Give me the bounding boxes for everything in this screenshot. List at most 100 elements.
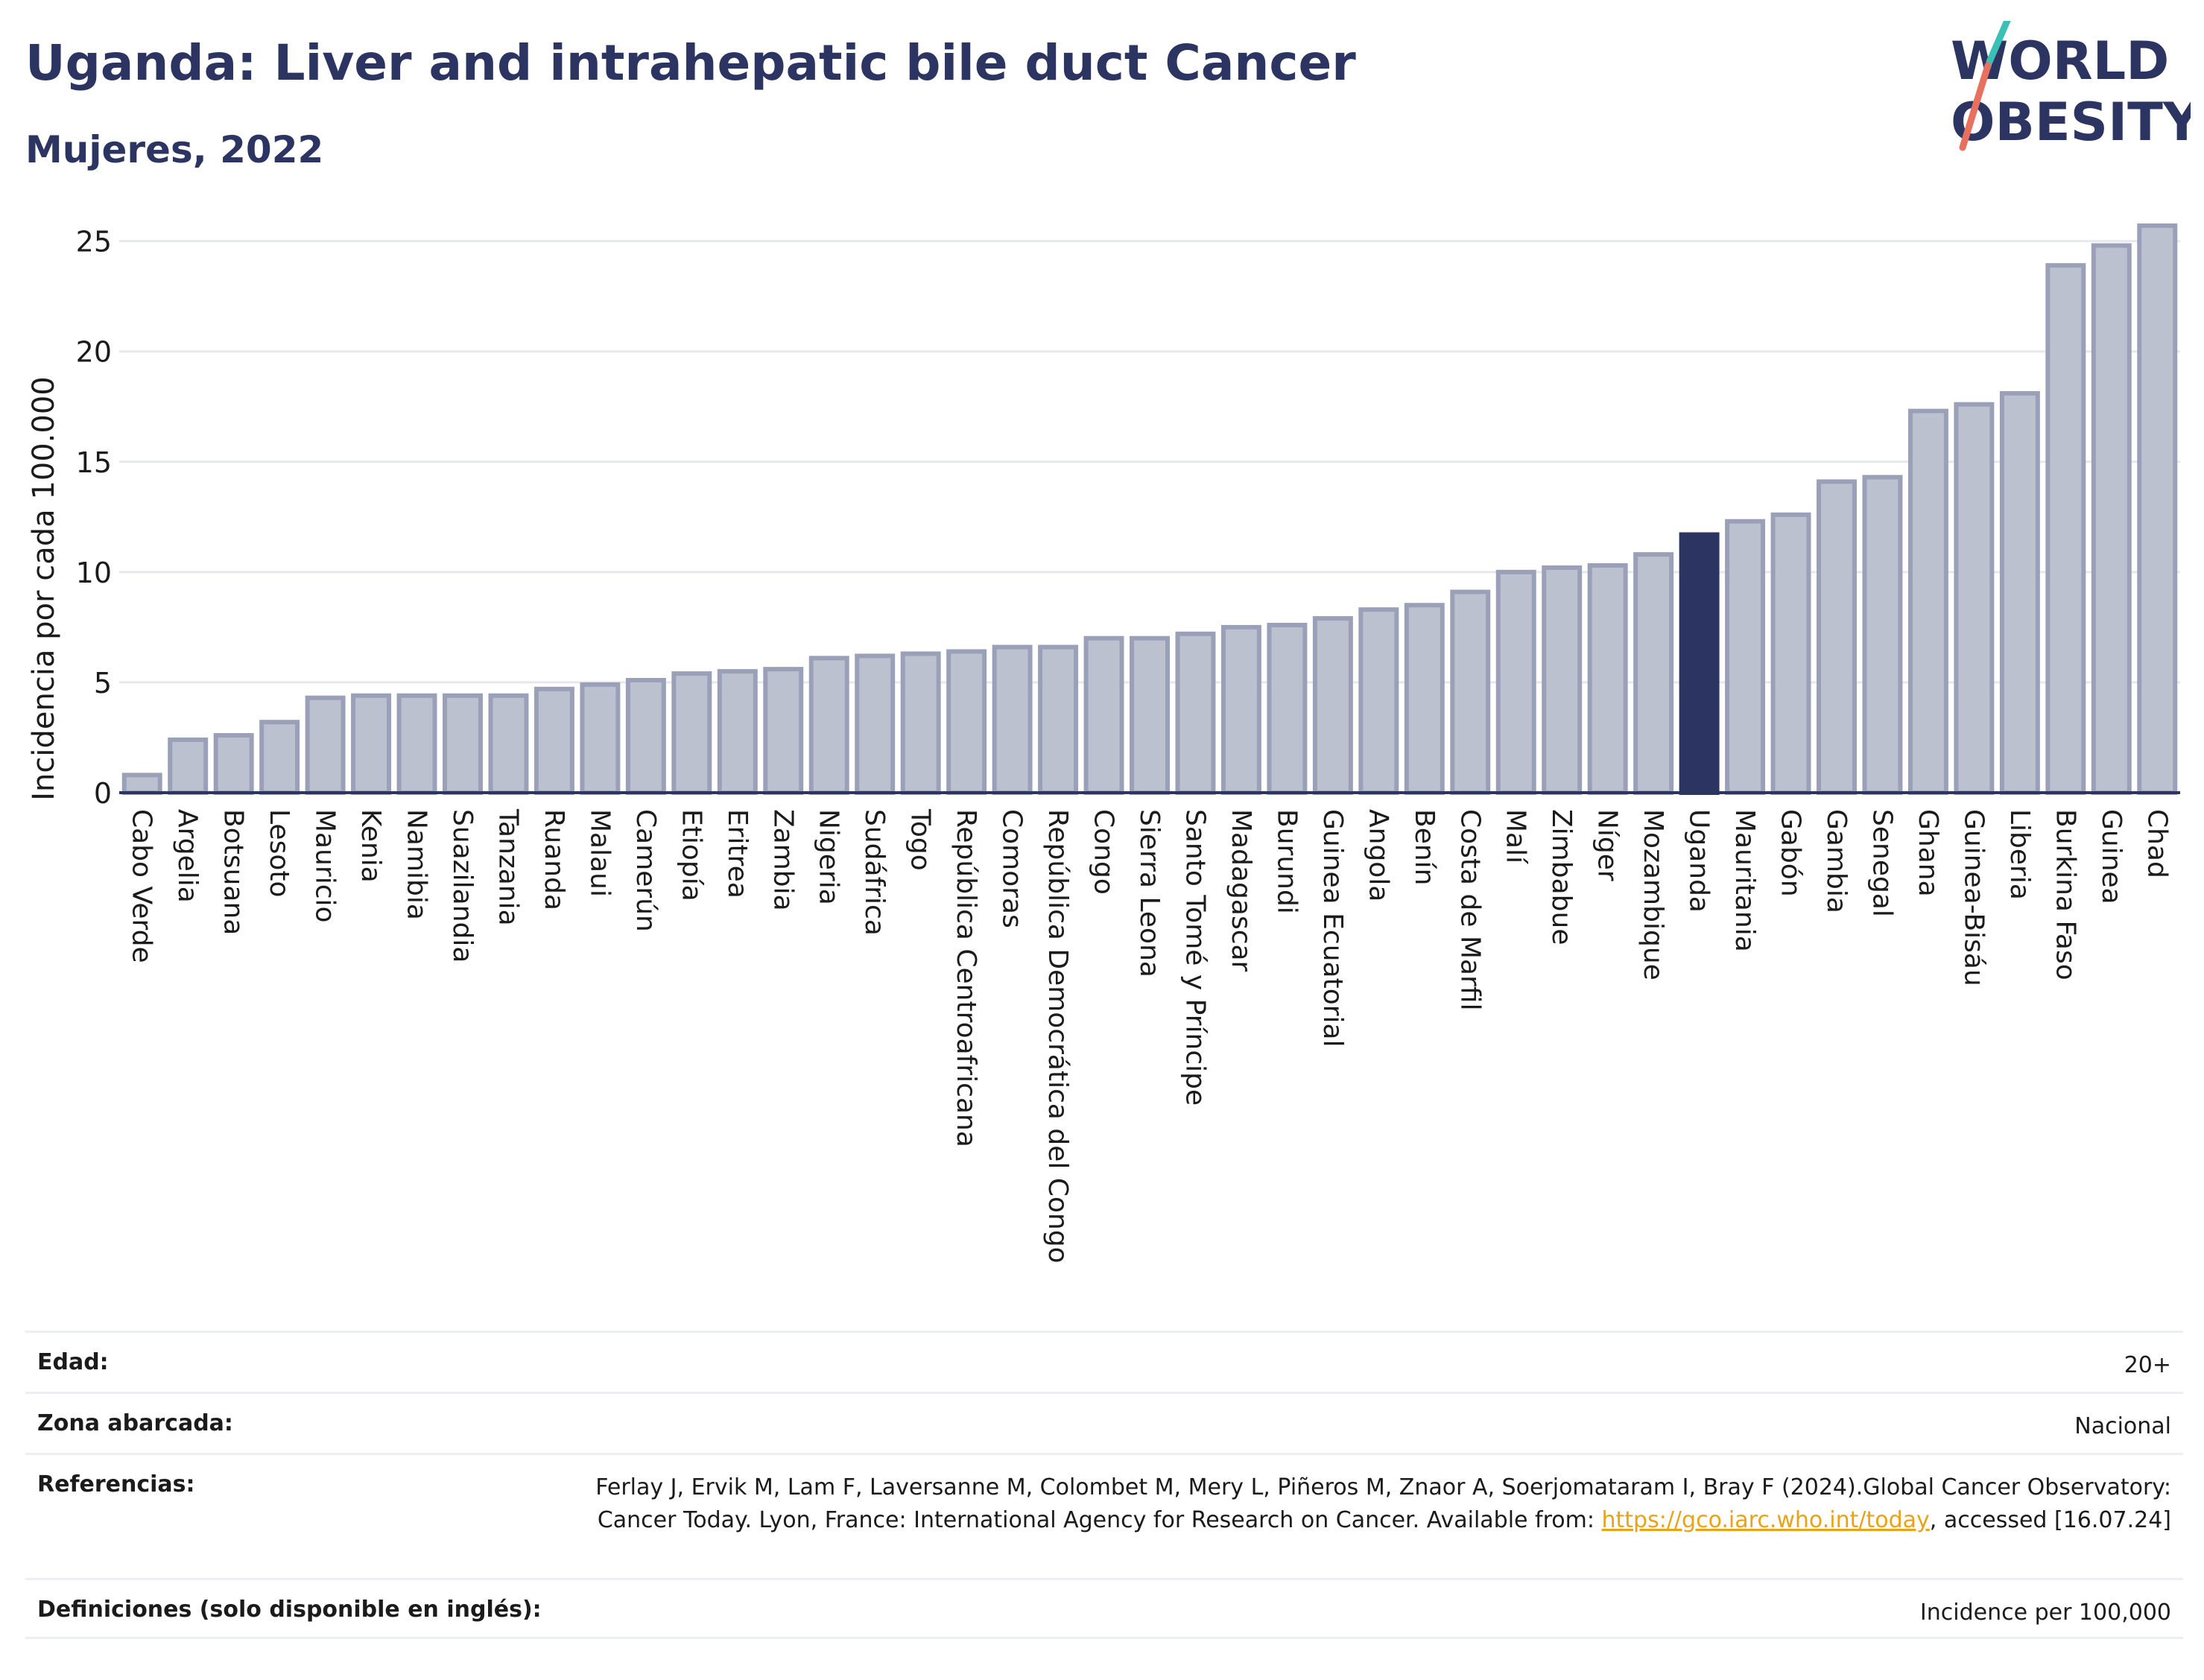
bar-chad	[2137, 223, 2178, 795]
x-tick-label: Chad	[2141, 809, 2172, 878]
x-tick-label: Angola	[1363, 809, 1393, 901]
reference-suffix: , accessed [16.07.24]	[1929, 1507, 2171, 1533]
x-tick-label: Zambia	[767, 809, 798, 911]
bar-suazilandia	[443, 693, 483, 796]
x-tick-label: República Democrática del Congo	[1042, 809, 1073, 1264]
bar-camerún	[625, 677, 666, 796]
bar-uganda	[1679, 532, 1720, 795]
meta-row-area: Zona abarcada: Nacional	[25, 1392, 2183, 1453]
x-tick-label: Gabón	[1776, 809, 1806, 897]
meta-row-definitions: Definiciones (solo disponible en inglés)…	[25, 1578, 2183, 1639]
x-tick-label: Mozambique	[1638, 809, 1668, 980]
y-tick-label: 5	[94, 667, 112, 700]
logo-line2: OBESITY	[1951, 92, 2191, 153]
logo-slash-coral	[1959, 62, 1992, 151]
x-tick-label: Tanzania	[493, 808, 523, 926]
x-tick-label: Burundi	[1271, 809, 1302, 914]
meta-label-area: Zona abarcada:	[37, 1410, 233, 1436]
x-tick-label: Ruanda	[539, 809, 569, 910]
bar-benín	[1404, 603, 1445, 795]
bar-liberia	[1999, 390, 2040, 795]
y-tick-label: 10	[76, 557, 112, 589]
bar-república-democrática-del-congo	[1038, 644, 1079, 795]
axes: 0 5 10 15 20 25 Cabo Verde Argelia Botsuana Lesot…	[76, 226, 2180, 1264]
bar-congo	[1083, 635, 1124, 796]
x-tick-label: Níger	[1592, 809, 1623, 881]
bar-santo-tomé-y-príncipe	[1175, 631, 1216, 795]
bar-gambia	[1817, 479, 1857, 795]
bar-eritrea	[717, 669, 758, 795]
meta-value-definitions: Incidence per 100,000	[1919, 1600, 2171, 1626]
bars	[121, 223, 2178, 796]
bar-zambia	[763, 667, 804, 796]
bar-mauricio	[305, 695, 346, 796]
bar-comoras	[992, 644, 1033, 795]
bar-kenia	[351, 693, 392, 796]
bar-namibia	[396, 693, 437, 796]
bar-zimbabue	[1542, 565, 1583, 796]
bar-costa-de-marfil	[1450, 589, 1491, 795]
bar-sierra-leona	[1130, 635, 1170, 796]
x-tick-label: Senegal	[1866, 809, 1897, 917]
bar-senegal	[1862, 475, 1903, 795]
y-tick-label: 20	[76, 336, 112, 369]
x-tick-label: República Centroafricana	[951, 809, 981, 1147]
bar-lesoto	[259, 720, 300, 796]
x-tick-label: Comoras	[997, 809, 1027, 928]
world-obesity-logo: WORLD OBESITY	[1951, 21, 2191, 153]
x-tick-label: Santo Tomé y Príncipe	[1179, 809, 1210, 1106]
bar-níger	[1587, 562, 1628, 795]
bar-argelia	[168, 737, 209, 796]
y-tick-label: 0	[94, 777, 112, 810]
x-tick-label: Ghana	[1913, 809, 1943, 897]
x-tick-label: Guinea-Bisáu	[1958, 809, 1989, 986]
bar-malaui	[580, 682, 621, 796]
x-tick-label: Malí	[1501, 809, 1531, 864]
x-tick-label: Kenia	[355, 809, 386, 883]
chart-subtitle: Mujeres, 2022	[25, 128, 324, 171]
x-tick-label: Lesoto	[264, 809, 294, 898]
reference-link[interactable]: https://gco.iarc.who.int/today	[1601, 1507, 1930, 1533]
x-tick-label: Nigeria	[814, 809, 844, 905]
chart-title: Uganda: Liver and intrahepatic bile duct…	[25, 34, 1356, 92]
bar-gabón	[1770, 512, 1811, 795]
bar-malí	[1495, 569, 1536, 795]
metadata-table: Edad: 20+ Zona abarcada: Nacional Refere…	[25, 1331, 2183, 1639]
x-tick-label: Cabo Verde	[127, 809, 157, 963]
x-tick-label: Mauricio	[310, 809, 341, 923]
x-tick-label: Suazilandia	[447, 809, 478, 963]
reference-text: Ferlay J, Ervik M, Lam F, Laversanne M, …	[595, 1474, 2171, 1533]
y-axis-label: Incidencia por cada 100.000	[27, 376, 61, 801]
x-tick-label: Burkina Faso	[2050, 809, 2080, 980]
bar-cabo-verde	[121, 773, 162, 795]
x-tick-label: Gambia	[1821, 809, 1852, 913]
bar-angola	[1358, 607, 1399, 796]
x-tick-label: Madagascar	[1226, 809, 1256, 972]
x-tick-label: Sudáfrica	[859, 809, 890, 936]
logo-slash-teal	[1986, 21, 2011, 66]
bar-etiopía	[671, 671, 712, 795]
x-tick-label: Eritrea	[722, 809, 753, 898]
bar-guinea-bisáu	[1954, 402, 1995, 795]
bar-burkina-faso	[2045, 263, 2086, 795]
meta-row-references: Referencias: Ferlay J, Ervik M, Lam F, L…	[25, 1453, 2183, 1578]
x-tick-label: Congo	[1089, 809, 1119, 895]
meta-value-references: Ferlay J, Ervik M, Lam F, Laversanne M, …	[569, 1471, 2171, 1537]
x-tick-label: Camerún	[630, 809, 661, 932]
bar-sudáfrica	[855, 653, 896, 796]
x-tick-label: Botsuana	[218, 809, 249, 935]
x-tick-label: Zimbabue	[1546, 809, 1577, 945]
bar-guinea-ecuatorial	[1312, 616, 1353, 795]
x-tick-label: Namibia	[402, 809, 432, 920]
x-tick-label: Mauritania	[1729, 809, 1760, 952]
meta-label-references: Referencias:	[37, 1471, 195, 1497]
x-tick-label: Benín	[1409, 809, 1440, 885]
bar-tanzania	[488, 693, 529, 796]
x-tick-label: Liberia	[2004, 809, 2035, 900]
bar-burundi	[1267, 622, 1308, 796]
x-tick-label: Guinea Ecuatorial	[1317, 809, 1348, 1047]
x-tick-label: Costa de Marfil	[1454, 809, 1485, 1011]
bar-chart: 0 5 10 15 20 25 Cabo Verde Argelia Botsuana Lesot…	[27, 223, 2180, 1264]
x-tick-label: Togo	[905, 808, 936, 871]
meta-label-definitions: Definiciones (solo disponible en inglés)…	[37, 1597, 542, 1623]
